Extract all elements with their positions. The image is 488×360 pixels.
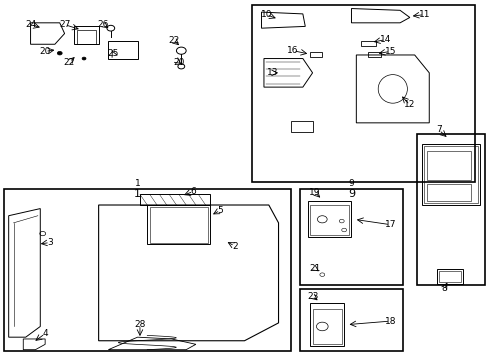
Text: 28: 28 — [134, 320, 145, 329]
Text: 21: 21 — [309, 264, 320, 273]
Text: 22: 22 — [64, 58, 75, 67]
Text: 20: 20 — [173, 58, 184, 67]
Text: 14: 14 — [379, 35, 390, 44]
Bar — [368, 53, 380, 57]
Text: 15: 15 — [384, 47, 395, 56]
Text: 16: 16 — [287, 46, 298, 55]
Text: 12: 12 — [403, 100, 415, 109]
Text: 24: 24 — [25, 20, 36, 29]
Text: 5: 5 — [217, 206, 223, 215]
Text: 9: 9 — [347, 189, 354, 199]
Text: 27: 27 — [59, 20, 70, 29]
Text: 7: 7 — [435, 126, 441, 135]
Text: 23: 23 — [306, 292, 318, 301]
Text: 17: 17 — [384, 220, 395, 229]
Text: 3: 3 — [47, 238, 53, 247]
Circle shape — [82, 57, 86, 60]
Bar — [436, 269, 462, 284]
Text: 2: 2 — [231, 242, 237, 251]
Text: 1: 1 — [134, 189, 141, 199]
Text: 22: 22 — [168, 36, 179, 45]
Circle shape — [57, 51, 62, 55]
Text: 18: 18 — [384, 316, 395, 325]
Bar — [77, 30, 96, 44]
Bar — [438, 271, 460, 282]
Text: 1: 1 — [134, 179, 140, 188]
Text: 9: 9 — [348, 179, 354, 188]
Text: 10: 10 — [260, 10, 272, 19]
Text: 4: 4 — [42, 329, 48, 338]
Text: 8: 8 — [440, 284, 446, 293]
Bar — [312, 309, 341, 344]
Text: 11: 11 — [418, 10, 429, 19]
Bar — [426, 152, 469, 180]
Text: 20: 20 — [40, 47, 51, 56]
Bar — [300, 289, 402, 351]
Text: 6: 6 — [190, 187, 196, 196]
Text: 13: 13 — [266, 68, 278, 77]
Bar — [309, 53, 322, 57]
Bar — [4, 189, 290, 351]
Bar — [309, 205, 348, 235]
Text: 26: 26 — [98, 20, 109, 29]
Bar — [300, 189, 402, 285]
Bar — [149, 207, 207, 243]
Bar — [361, 41, 375, 46]
Text: 19: 19 — [308, 188, 320, 197]
Bar — [309, 303, 344, 346]
Bar — [307, 202, 351, 237]
Bar — [426, 184, 469, 202]
Text: 25: 25 — [107, 49, 119, 58]
Bar — [251, 5, 474, 182]
Bar — [416, 134, 484, 285]
